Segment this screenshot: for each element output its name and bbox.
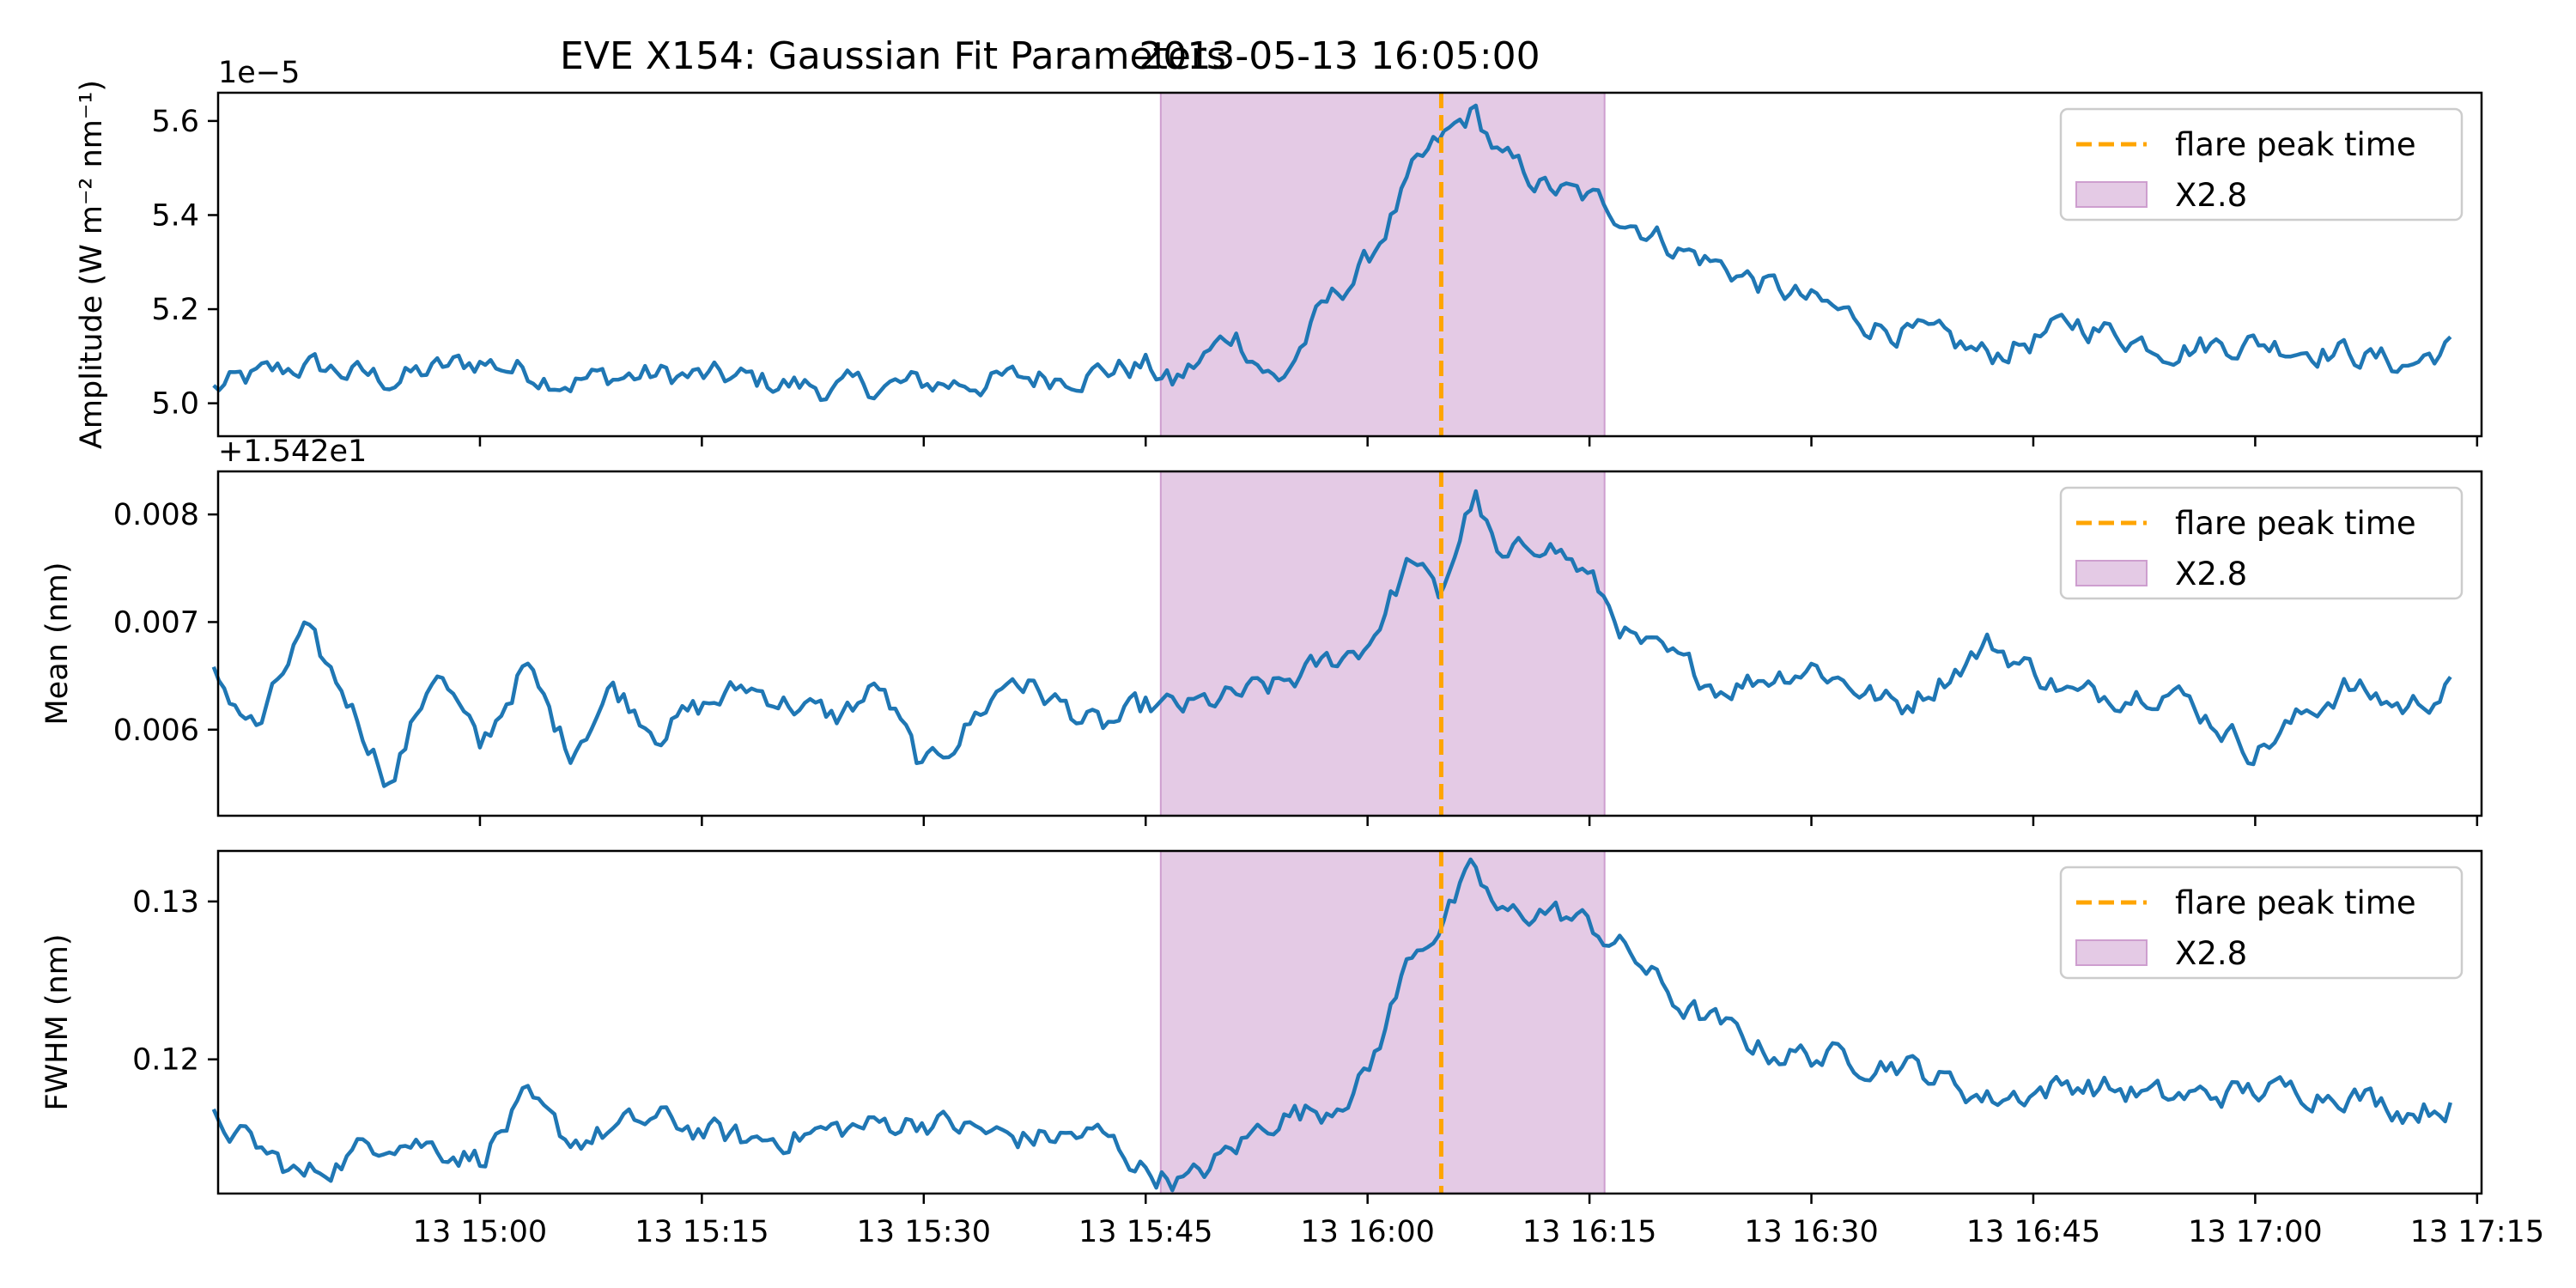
legend-label-flare-peak: flare peak time: [2175, 505, 2416, 542]
legend-swatch-x28: [2075, 181, 2148, 208]
legend-swatch-x28: [2075, 560, 2148, 586]
series-line-mean: [211, 489, 2452, 788]
xtick-label: 13 17:00: [2188, 1215, 2323, 1249]
legend-label-flare-peak: flare peak time: [2175, 884, 2416, 921]
axes-frame-amplitude: [216, 91, 2483, 438]
xtick-label: 13 16:15: [1522, 1215, 1657, 1249]
xtick-label: 13 16:45: [1966, 1215, 2101, 1249]
chart-title: EVE X154: Gaussian Fit Parameters: [560, 34, 1226, 78]
panel-amplitude: 5.0 5.2 5.4 5.6 Amplitude (W m⁻² nm⁻¹) 1e−5 fl…: [75, 56, 2483, 449]
ytick-label-fwhm: 0.13: [132, 885, 199, 920]
xtick-label: 13 15:15: [635, 1215, 769, 1249]
ylabel-fwhm: FWHM (nm): [40, 934, 75, 1111]
legend-amplitude: flare peak time X2.8: [2059, 107, 2464, 222]
legend-label-x28: X2.8: [2175, 177, 2247, 214]
legend-label-flare-peak: flare peak time: [2175, 126, 2416, 163]
ytick-label-amplitude: 5.4: [151, 198, 199, 233]
flare-band-amplitude: [1159, 92, 1606, 437]
ylabel-mean: Mean (nm): [40, 562, 75, 725]
flare-band-mean: [1159, 471, 1606, 817]
ytick-label-mean: 0.006: [113, 714, 199, 748]
axes-frame-mean: [216, 470, 2483, 817]
series-line-fwhm: [211, 857, 2452, 1193]
ylabel-amplitude: Amplitude (W m⁻² nm⁻¹): [75, 80, 109, 449]
ytick-label-amplitude: 5.2: [151, 293, 199, 327]
offset-text-mean: +1.542e1: [218, 434, 367, 469]
xtick-label: 13 15:00: [413, 1215, 548, 1249]
flare-band-fwhm: [1159, 850, 1606, 1194]
ytick-label-amplitude: 5.0: [151, 387, 199, 422]
xtick-label: 13 16:30: [1744, 1215, 1879, 1249]
legend-box-amplitude: [2059, 107, 2464, 222]
legend-box-mean: [2059, 486, 2464, 600]
legend-swatch-x28: [2075, 939, 2148, 966]
xtick-label: 13 16:00: [1300, 1215, 1435, 1249]
axes-frame-fwhm: [216, 849, 2483, 1195]
ytick-label-mean: 0.007: [113, 605, 199, 640]
offset-text-amplitude: 1e−5: [218, 56, 300, 90]
legend-label-x28: X2.8: [2175, 935, 2247, 972]
chart-timestamp: 2013-05-13 16:05:00: [1139, 34, 1540, 78]
legend-label-x28: X2.8: [2175, 556, 2247, 592]
legend-fwhm: flare peak time X2.8: [2059, 866, 2464, 980]
panel-fwhm: 0.12 0.13 13 15:00 13 15:15 13 15:30 13 15:45…: [40, 849, 2545, 1249]
ytick-label-mean: 0.008: [113, 498, 199, 532]
legend-box-fwhm: [2059, 866, 2464, 980]
xtick-label: 13 15:30: [857, 1215, 992, 1249]
ytick-label-amplitude: 5.6: [151, 105, 199, 139]
panel-mean: 0.006 0.007 0.008 Mean (nm) +1.542e1 flare pe…: [40, 434, 2483, 826]
xtick-label: 13 15:45: [1078, 1215, 1213, 1249]
series-line-amplitude: [212, 103, 2452, 403]
xtick-label: 13 17:15: [2410, 1215, 2545, 1249]
legend-mean: flare peak time X2.8: [2059, 486, 2464, 600]
ytick-label-fwhm: 0.12: [132, 1043, 199, 1078]
